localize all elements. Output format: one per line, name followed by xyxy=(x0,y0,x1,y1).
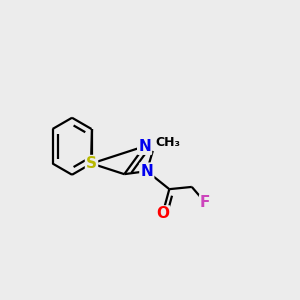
Text: F: F xyxy=(200,195,211,210)
Text: O: O xyxy=(156,206,169,221)
Text: CH₃: CH₃ xyxy=(156,136,181,149)
Text: S: S xyxy=(86,156,97,171)
Text: N: N xyxy=(140,164,153,179)
Text: N: N xyxy=(138,139,151,154)
